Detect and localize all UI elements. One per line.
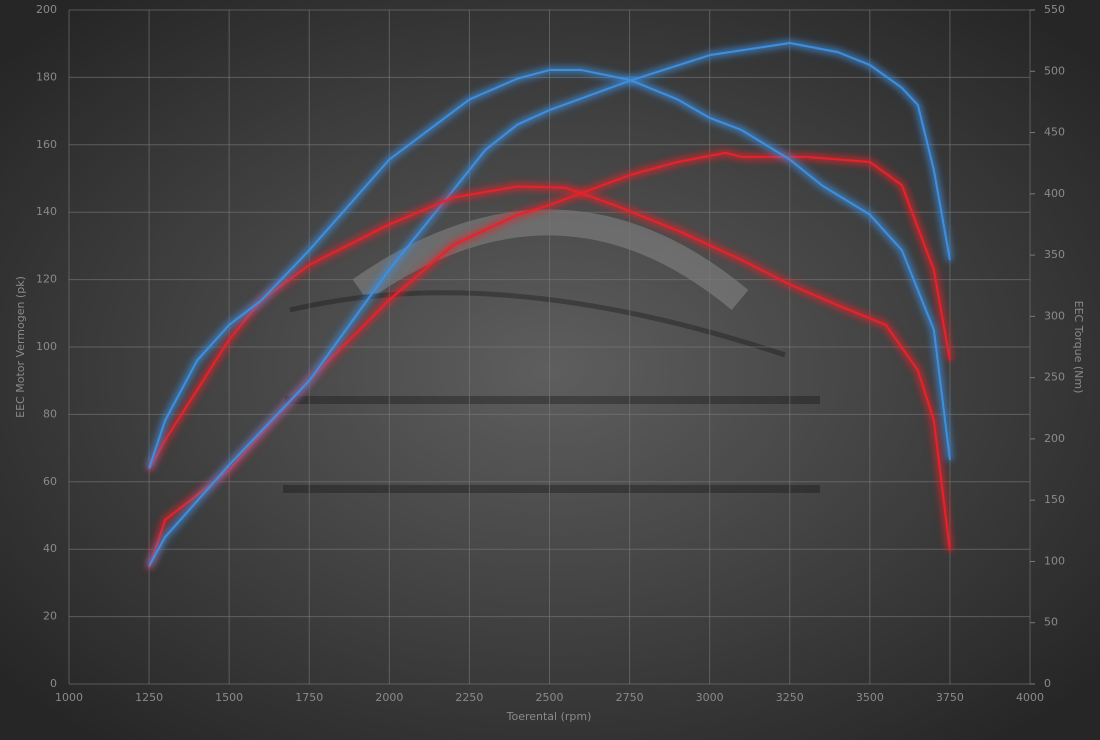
x-tick-label: 3500 [856,691,884,704]
series-line [148,69,951,469]
y-tick-label: 200 [36,3,57,16]
y-tick-label: 20 [43,610,57,623]
x-tick-label: 3750 [936,691,964,704]
x-tick-label: 3250 [776,691,804,704]
x-tick-label: 2250 [455,691,483,704]
x-tick-label: 1250 [135,691,163,704]
logo-watermark [283,209,820,493]
x-tick-label: 1000 [55,691,83,704]
y2-tick-label: 200 [1044,432,1065,445]
y2-tick-label: 350 [1044,248,1065,261]
y-tick-label: 0 [50,677,57,690]
x-tick-label: 4000 [1016,691,1044,704]
y2-tick-label: 250 [1044,371,1065,384]
x-tick-label: 1750 [295,691,323,704]
y2-tick-label: 450 [1044,126,1065,139]
y2-tick-label: 400 [1044,187,1065,200]
y2-tick-label: 300 [1044,309,1065,322]
y-tick-label: 100 [36,340,57,353]
y-tick-label: 180 [36,70,57,83]
x-axis-label: Toerental (rpm) [506,710,592,723]
y-tick-label: 40 [43,542,57,555]
y2-tick-label: 100 [1044,554,1065,567]
x-tick-label: 2000 [375,691,403,704]
series-line [148,185,951,551]
x-tick-label: 1500 [215,691,243,704]
y-tick-label: 140 [36,205,57,218]
y2-tick-label: 0 [1044,677,1051,690]
series-line [148,42,951,567]
y-tick-label: 60 [43,475,57,488]
x-tick-label: 2500 [536,691,564,704]
x-tick-label: 3000 [696,691,724,704]
y-tick-label: 160 [36,138,57,151]
y2-tick-label: 50 [1044,616,1058,629]
y2-tick-label: 150 [1044,493,1065,506]
y2-tick-label: 550 [1044,3,1065,16]
x-tick-label: 2750 [616,691,644,704]
y-tick-label: 120 [36,273,57,286]
y-tick-label: 80 [43,407,57,420]
y2-axis-label: EEC Torque (Nm) [1072,301,1085,394]
y2-tick-label: 500 [1044,64,1065,77]
y-axis-label: EEC Motor Vermogen (pk) [14,276,27,418]
